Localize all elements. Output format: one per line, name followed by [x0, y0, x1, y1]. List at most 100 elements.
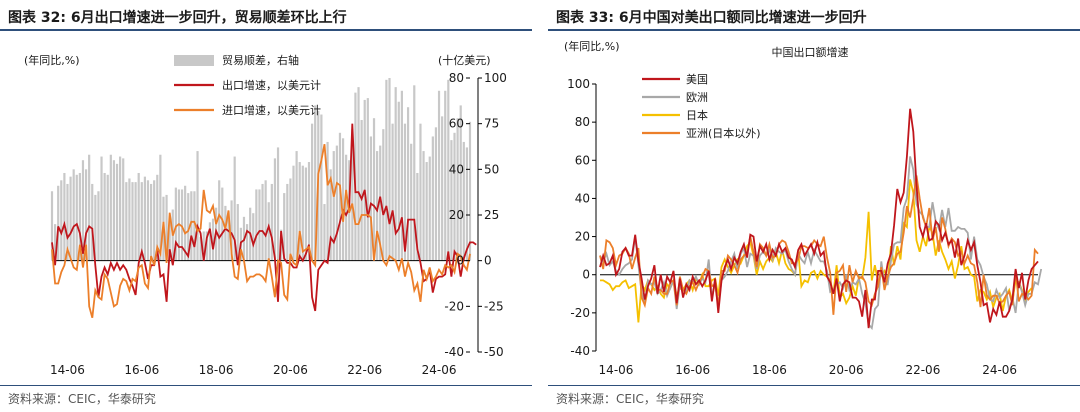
panel-exports-by-region: 图表 33: 6月中国对美出口额同比增速进一步回升 (年同比,%) 中国出口额增…: [548, 0, 1080, 412]
balance-bar: [434, 127, 438, 261]
balance-bar: [459, 105, 462, 261]
balance-bar: [112, 160, 116, 261]
balance-bar: [119, 156, 122, 261]
balance-bar: [341, 138, 345, 261]
left-axis-unit: (年同比,%): [564, 40, 620, 53]
balance-bar: [72, 169, 75, 261]
source-note: 资料来源：CEIC，华泰研究: [556, 392, 704, 406]
balance-bar: [310, 123, 314, 261]
balance-bar: [153, 180, 156, 261]
y-axis-tick-label: 60: [575, 153, 590, 167]
balance-bar: [146, 180, 150, 261]
balance-bar: [335, 145, 338, 261]
left-axis-tick-label: 60: [449, 117, 464, 131]
y-axis-tick-label: 20: [575, 230, 590, 244]
balance-bar: [273, 158, 277, 261]
chart-subtitle: 中国出口额增速: [772, 45, 849, 59]
legend-entry: 出口增速，以美元计: [222, 78, 321, 92]
panel-trade-balance: 图表 32: 6月出口增速进一步回升，贸易顺差环比上行 (年同比,%) (十亿美…: [0, 0, 532, 412]
balance-bar: [301, 165, 304, 261]
chart-trade-balance: -40 -20 0 20 40 60 80 -50 -25 0 25 50 75 100 14-06 16-0…: [50, 53, 507, 377]
balance-bar: [385, 79, 388, 261]
balance-bar: [465, 147, 469, 261]
balance-bar: [267, 202, 270, 261]
balance-bar: [298, 162, 301, 261]
balance-bar: [304, 167, 307, 261]
balance-bar: [196, 151, 199, 261]
x-axis-tick-label: 20-06: [829, 363, 864, 377]
balance-bar: [106, 174, 109, 261]
right-axis-tick-label: 50: [484, 162, 499, 176]
legend-entry: 欧洲: [686, 91, 708, 104]
balance-bar: [289, 178, 292, 261]
y-axis-tick-label: 80: [575, 115, 590, 129]
balance-bar: [376, 151, 379, 261]
balance-bar: [57, 185, 60, 261]
balance-bar: [66, 183, 69, 261]
legend-entry: 贸易顺差，右轴: [222, 53, 299, 67]
balance-bar: [397, 101, 400, 261]
balance-bar: [233, 156, 236, 261]
legend-swatch-bar: [174, 55, 214, 66]
balance-bar: [283, 193, 286, 261]
balance-bar: [208, 222, 212, 261]
balance-bar: [345, 154, 348, 261]
chart-title-33: 图表 33: 6月中国对美出口额同比增速进一步回升: [556, 10, 867, 26]
right-axis-tick-label: -25: [484, 299, 504, 313]
title-rule: [0, 29, 532, 31]
balance-bar: [456, 118, 459, 261]
y-axis-tick-label: 0: [582, 268, 590, 282]
balance-bar: [190, 191, 193, 261]
balance-bar: [236, 204, 239, 261]
balance-bar: [314, 105, 317, 261]
balance-bar: [168, 216, 171, 261]
balance-bar: [224, 205, 227, 261]
legend-entry: 进口增速，以美元计: [222, 103, 321, 117]
balance-bar: [320, 114, 323, 261]
us-export-line: [599, 108, 1039, 329]
balance-bar: [286, 183, 289, 261]
balance-bar: [394, 87, 397, 261]
balance-bar: [270, 183, 273, 261]
balance-bar: [292, 165, 295, 261]
balance-bar: [326, 141, 329, 261]
balance-bar: [125, 182, 128, 261]
balance-bar: [450, 140, 453, 261]
balance-bar: [444, 90, 447, 261]
left-axis-tick-label: 80: [449, 71, 464, 85]
legend-entry: 美国: [686, 73, 708, 86]
footer-rule: [0, 385, 532, 386]
left-axis-unit: (年同比,%): [24, 54, 80, 67]
balance-bar: [413, 85, 416, 261]
x-axis-tick-label: 16-06: [675, 363, 710, 377]
balance-bar: [122, 158, 125, 261]
balance-bar: [391, 123, 394, 261]
balance-bar: [468, 121, 472, 261]
title-rule: [548, 29, 1080, 31]
balance-bar: [53, 224, 57, 261]
eu-export-line: [599, 156, 1043, 331]
legend-entry: 亚洲(日本以外): [686, 126, 761, 140]
x-axis-tick-label: 14-06: [599, 363, 634, 377]
balance-bar: [149, 183, 153, 261]
balance-bar: [453, 132, 456, 261]
balance-bar: [184, 185, 187, 261]
y-axis-tick-label: -40: [570, 344, 590, 358]
balance-bar: [388, 78, 391, 261]
balance-bar: [134, 182, 137, 261]
balance-bar: [103, 172, 106, 261]
export-growth-line: [51, 123, 477, 312]
balance-bar: [382, 129, 385, 261]
balance-bar: [400, 90, 403, 261]
balance-bar: [91, 183, 94, 261]
balance-bar: [205, 231, 208, 261]
balance-bar: [441, 116, 444, 261]
x-axis-tick-label: 20-06: [273, 363, 308, 377]
balance-bar: [245, 224, 249, 261]
balance-bar: [295, 151, 298, 261]
balance-bar: [50, 191, 54, 261]
balance-bar: [97, 191, 100, 261]
right-axis-tick-label: 100: [484, 71, 507, 85]
x-axis-tick-label: 24-06: [422, 363, 457, 377]
x-axis-tick-label: 22-06: [905, 363, 940, 377]
